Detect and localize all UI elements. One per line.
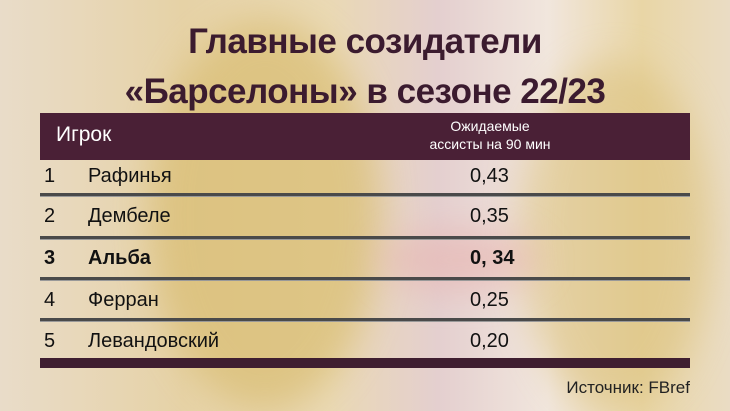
column-header-value: Ожидаемые ассисты на 90 мин	[390, 117, 590, 153]
cell-name: Левандовский	[88, 330, 220, 352]
column-header-player: Игрок	[56, 123, 112, 146]
cell-rank: 4	[44, 289, 56, 311]
row-divider	[40, 277, 690, 281]
table-row: 4 Ферран 0,25	[40, 281, 690, 319]
table-row: 1 Рафинья 0,43	[40, 157, 690, 195]
cell-name: Дембеле	[88, 205, 171, 227]
cell-value: 0,20	[470, 330, 509, 352]
cell-rank: 5	[44, 330, 56, 352]
column-header-value-line1: Ожидаемые	[450, 118, 530, 134]
cell-value: 0,35	[470, 205, 509, 227]
table-row: 2 Дембеле 0,35	[40, 197, 690, 235]
photo-player-left	[150, 20, 380, 410]
title-line-2: «Барселоны» в сезоне 22/23	[124, 72, 606, 111]
row-divider	[40, 193, 690, 197]
table-footer-bar	[40, 358, 690, 368]
cell-value: 0, 34	[470, 247, 515, 269]
source-note: Источник: FBref	[566, 378, 690, 397]
cell-name: Альба	[88, 247, 151, 269]
row-divider	[40, 318, 690, 322]
table-row: 5 Левандовский 0,20	[40, 322, 690, 360]
cell-rank: 3	[44, 247, 56, 269]
table-row: 3 Альба 0, 34	[40, 239, 690, 277]
cell-name: Рафинья	[88, 165, 172, 187]
cell-rank: 1	[44, 165, 56, 187]
table-header: Игрок Ожидаемые ассисты на 90 мин	[40, 113, 690, 160]
cell-value: 0,43	[470, 165, 509, 187]
title-line-1: Главные созидатели	[188, 22, 542, 61]
cell-name: Ферран	[88, 289, 159, 311]
row-divider	[40, 236, 690, 240]
cell-value: 0,25	[470, 289, 509, 311]
cell-rank: 2	[44, 205, 56, 227]
column-header-value-line2: ассисты на 90 мин	[429, 136, 551, 152]
